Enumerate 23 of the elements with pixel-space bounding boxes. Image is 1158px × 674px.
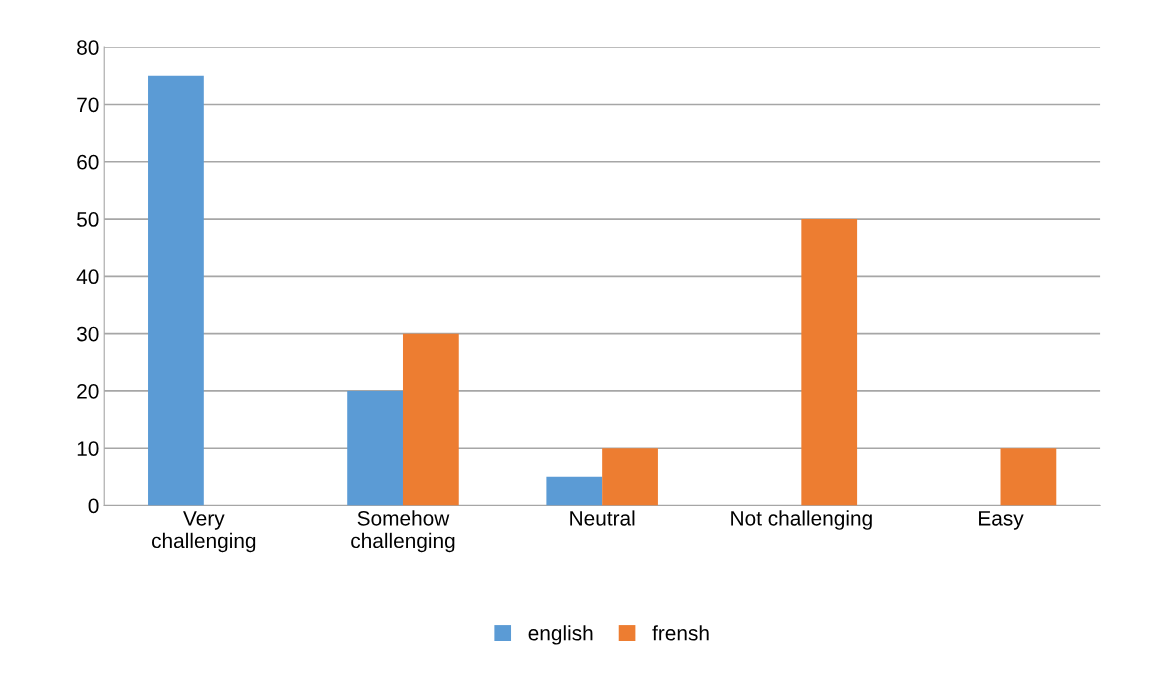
y-tick-label: 50: [77, 212, 99, 227]
y-tick-label: 70: [77, 97, 99, 113]
y-tick-label: 10: [77, 441, 99, 456]
bar: [546, 476, 603, 506]
legend-label: frensh: [652, 625, 709, 641]
y-tick-label: 20: [77, 383, 99, 399]
x-tick-label: Easy: [979, 511, 1024, 530]
bar: [347, 390, 403, 506]
x-tick-label: Neutral: [570, 510, 635, 526]
y-tick-label: 60: [77, 154, 99, 170]
y-tick-label: 30: [76, 326, 99, 342]
bar: [402, 333, 459, 506]
x-tick-label: Somehow challenging: [351, 510, 455, 553]
y-tick-label: 0: [88, 498, 99, 514]
y-tick-label: 40: [76, 269, 99, 285]
legend-label: english: [528, 625, 593, 645]
y-tick-label: 80: [77, 40, 99, 55]
x-tick-label: Not challenging: [731, 510, 872, 530]
bar: [1000, 448, 1057, 506]
bar: [148, 75, 204, 506]
bar: [801, 219, 858, 506]
x-tick-label: Very challenging: [151, 511, 256, 553]
bar: [602, 448, 658, 506]
